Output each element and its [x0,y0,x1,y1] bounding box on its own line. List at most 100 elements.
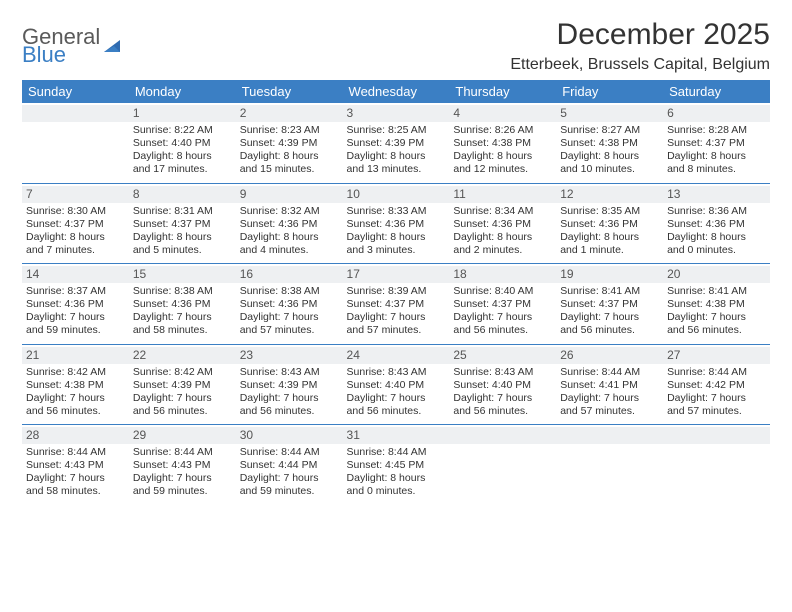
sunrise-text: Sunrise: 8:34 AM [453,205,552,218]
sunset-text: Sunset: 4:36 PM [453,218,552,231]
calendar-table: Sunday Monday Tuesday Wednesday Thursday… [22,80,770,505]
sunrise-text: Sunrise: 8:43 AM [453,366,552,379]
calendar-page: General Blue December 2025 Etterbeek, Br… [0,0,792,515]
sunrise-text: Sunrise: 8:44 AM [347,446,446,459]
day-cell: 18Sunrise: 8:40 AMSunset: 4:37 PMDayligh… [449,264,556,345]
daylight-text: Daylight: 8 hours and 10 minutes. [560,150,659,176]
logo-text: General Blue [22,26,100,66]
day-cell: 10Sunrise: 8:33 AMSunset: 4:36 PMDayligh… [343,183,450,264]
sunset-text: Sunset: 4:36 PM [667,218,766,231]
day-number: 15 [129,266,236,283]
daylight-text: Daylight: 8 hours and 12 minutes. [453,150,552,176]
day-number: 4 [449,105,556,122]
day-number: 17 [343,266,450,283]
day-number: 28 [22,427,129,444]
daylight-text: Daylight: 7 hours and 56 minutes. [26,392,125,418]
sunset-text: Sunset: 4:39 PM [133,379,232,392]
weekday-header: Monday [129,80,236,103]
daylight-text: Daylight: 7 hours and 56 minutes. [240,392,339,418]
day-number: 1 [129,105,236,122]
daylight-text: Daylight: 7 hours and 59 minutes. [133,472,232,498]
sunset-text: Sunset: 4:38 PM [453,137,552,150]
day-number: 18 [449,266,556,283]
sunrise-text: Sunrise: 8:43 AM [347,366,446,379]
day-cell: 23Sunrise: 8:43 AMSunset: 4:39 PMDayligh… [236,344,343,425]
sunset-text: Sunset: 4:41 PM [560,379,659,392]
sunrise-text: Sunrise: 8:44 AM [560,366,659,379]
day-cell: 8Sunrise: 8:31 AMSunset: 4:37 PMDaylight… [129,183,236,264]
day-number: 24 [343,347,450,364]
sunrise-text: Sunrise: 8:37 AM [26,285,125,298]
day-cell [22,103,129,183]
weekday-header: Wednesday [343,80,450,103]
daylight-text: Daylight: 7 hours and 56 minutes. [453,311,552,337]
sunset-text: Sunset: 4:45 PM [347,459,446,472]
day-cell: 15Sunrise: 8:38 AMSunset: 4:36 PMDayligh… [129,264,236,345]
daylight-text: Daylight: 8 hours and 2 minutes. [453,231,552,257]
day-number: 14 [22,266,129,283]
sunset-text: Sunset: 4:44 PM [240,459,339,472]
day-number: 21 [22,347,129,364]
day-number: 3 [343,105,450,122]
day-cell: 12Sunrise: 8:35 AMSunset: 4:36 PMDayligh… [556,183,663,264]
calendar-body: 1Sunrise: 8:22 AMSunset: 4:40 PMDaylight… [22,103,770,505]
sunset-text: Sunset: 4:39 PM [347,137,446,150]
sunset-text: Sunset: 4:38 PM [667,298,766,311]
sunrise-text: Sunrise: 8:39 AM [347,285,446,298]
daylight-text: Daylight: 8 hours and 13 minutes. [347,150,446,176]
daylight-text: Daylight: 8 hours and 15 minutes. [240,150,339,176]
daylight-text: Daylight: 8 hours and 4 minutes. [240,231,339,257]
day-cell: 5Sunrise: 8:27 AMSunset: 4:38 PMDaylight… [556,103,663,183]
sunset-text: Sunset: 4:37 PM [667,137,766,150]
daylight-text: Daylight: 8 hours and 1 minute. [560,231,659,257]
sunrise-text: Sunrise: 8:36 AM [667,205,766,218]
day-number: 6 [663,105,770,122]
sunset-text: Sunset: 4:39 PM [240,137,339,150]
weekday-header: Thursday [449,80,556,103]
day-cell: 26Sunrise: 8:44 AMSunset: 4:41 PMDayligh… [556,344,663,425]
day-number: 30 [236,427,343,444]
day-cell: 28Sunrise: 8:44 AMSunset: 4:43 PMDayligh… [22,425,129,505]
sunrise-text: Sunrise: 8:22 AM [133,124,232,137]
sunset-text: Sunset: 4:37 PM [560,298,659,311]
sunset-text: Sunset: 4:38 PM [560,137,659,150]
day-cell [556,425,663,505]
day-cell [449,425,556,505]
brand-logo: General Blue [22,26,122,66]
weekday-header: Sunday [22,80,129,103]
sunset-text: Sunset: 4:36 PM [347,218,446,231]
day-cell: 9Sunrise: 8:32 AMSunset: 4:36 PMDaylight… [236,183,343,264]
daylight-text: Daylight: 7 hours and 57 minutes. [667,392,766,418]
daylight-text: Daylight: 7 hours and 56 minutes. [347,392,446,418]
day-number: 2 [236,105,343,122]
calendar-head: Sunday Monday Tuesday Wednesday Thursday… [22,80,770,103]
day-cell: 21Sunrise: 8:42 AMSunset: 4:38 PMDayligh… [22,344,129,425]
sunrise-text: Sunrise: 8:44 AM [26,446,125,459]
daylight-text: Daylight: 7 hours and 59 minutes. [240,472,339,498]
day-number: 16 [236,266,343,283]
day-number: 22 [129,347,236,364]
sunrise-text: Sunrise: 8:38 AM [240,285,339,298]
daylight-text: Daylight: 8 hours and 0 minutes. [667,231,766,257]
day-cell: 16Sunrise: 8:38 AMSunset: 4:36 PMDayligh… [236,264,343,345]
sunrise-text: Sunrise: 8:42 AM [133,366,232,379]
day-cell: 2Sunrise: 8:23 AMSunset: 4:39 PMDaylight… [236,103,343,183]
sunrise-text: Sunrise: 8:30 AM [26,205,125,218]
week-row: 1Sunrise: 8:22 AMSunset: 4:40 PMDaylight… [22,103,770,183]
sunrise-text: Sunrise: 8:32 AM [240,205,339,218]
sunset-text: Sunset: 4:40 PM [347,379,446,392]
sunrise-text: Sunrise: 8:44 AM [667,366,766,379]
day-number: 25 [449,347,556,364]
sunset-text: Sunset: 4:37 PM [26,218,125,231]
sunset-text: Sunset: 4:39 PM [240,379,339,392]
day-number: 29 [129,427,236,444]
sunrise-text: Sunrise: 8:44 AM [133,446,232,459]
daylight-text: Daylight: 8 hours and 5 minutes. [133,231,232,257]
daylight-text: Daylight: 7 hours and 59 minutes. [26,311,125,337]
day-number: 5 [556,105,663,122]
day-cell: 4 Sunrise: 8:26 AMSunset: 4:38 PMDaylight… [449,103,556,183]
sunrise-text: Sunrise: 8:26 AM [453,124,552,137]
day-cell: 22Sunrise: 8:42 AMSunset: 4:39 PMDayligh… [129,344,236,425]
sunrise-text: Sunrise: 8:42 AM [26,366,125,379]
sunrise-text: Sunrise: 8:38 AM [133,285,232,298]
